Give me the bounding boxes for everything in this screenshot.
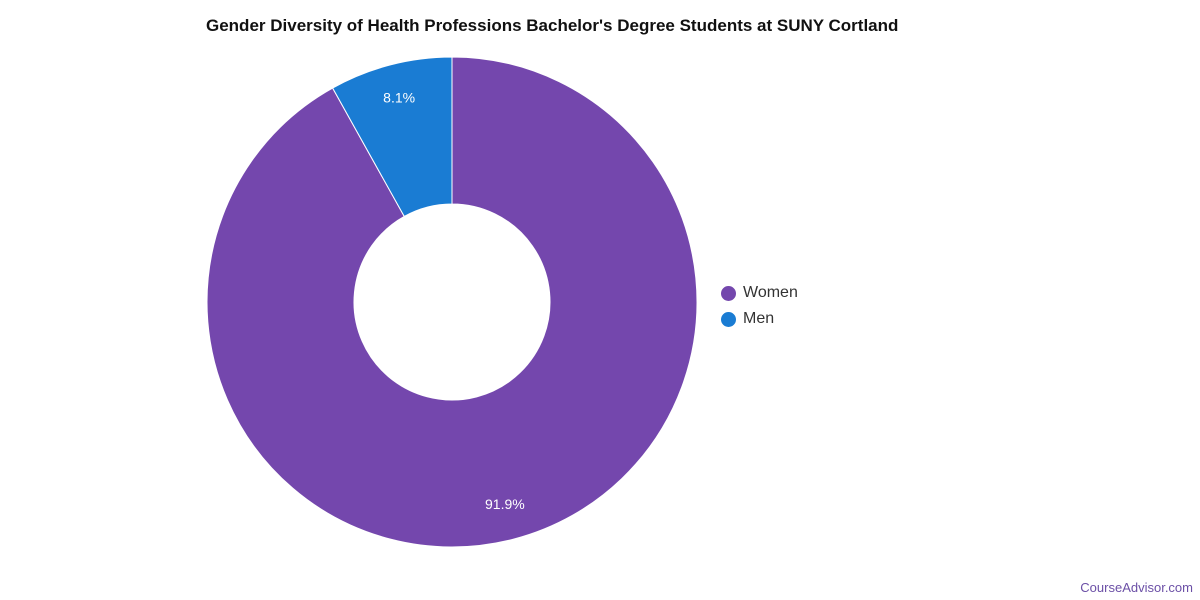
legend-item-women[interactable]: Women [721, 280, 798, 306]
chart-title: Gender Diversity of Health Professions B… [206, 16, 899, 35]
donut-slice-men [331, 56, 453, 218]
donut-slice-women [206, 56, 698, 548]
legend-label-women: Women [743, 284, 798, 301]
watermark: CourseAdvisor.com [1080, 580, 1193, 595]
legend-label-men: Men [743, 310, 775, 327]
data-label-men: 8.1% [383, 89, 415, 105]
legend-swatch-men [721, 311, 736, 327]
legend-item-men[interactable]: Men [721, 306, 798, 332]
chart-legend: Women Men [721, 280, 798, 332]
legend-swatch-women [721, 285, 736, 301]
data-label-women: 91.9% [485, 496, 525, 512]
